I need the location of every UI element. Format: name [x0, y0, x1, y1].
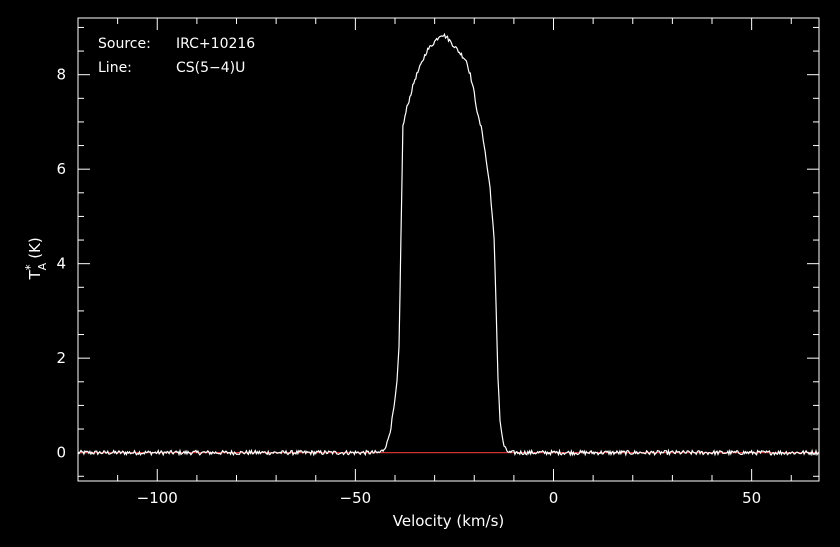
y-tick-label: 6 — [56, 160, 66, 178]
y-axis-label-main: T — [26, 270, 44, 281]
plot-frame — [77, 17, 820, 482]
svg-text:T*A(K): T*A (K) — [23, 237, 49, 280]
y-axis-label: T*A (K) — [23, 237, 49, 280]
y-axis-label-unit: (K) — [26, 237, 44, 259]
x-axis-label: Velocity (km/s) — [393, 512, 504, 530]
line-annotation-label: Line: — [98, 60, 132, 76]
axis-tick-labels: −100 −50 0 50 0 2 4 6 8 — [56, 66, 761, 507]
x-tick-label: −50 — [340, 489, 372, 507]
source-annotation-label: Source: — [98, 36, 151, 52]
y-tick-label: 8 — [56, 66, 66, 84]
y-tick-label: 0 — [56, 444, 66, 462]
y-tick-label: 2 — [56, 349, 66, 367]
y-axis-label-sub: A — [36, 262, 49, 270]
y-tick-label: 4 — [56, 255, 66, 273]
x-tick-label: 0 — [549, 489, 559, 507]
axis-ticks — [77, 18, 819, 481]
x-tick-label: 50 — [742, 489, 761, 507]
y-axis-label-sup: * — [23, 264, 37, 270]
source-annotation-value: IRC+10216 — [176, 36, 256, 52]
x-tick-label: −100 — [137, 489, 178, 507]
line-annotation-value: CS(5−4)U — [176, 60, 246, 76]
spectrum-line — [77, 32, 820, 457]
